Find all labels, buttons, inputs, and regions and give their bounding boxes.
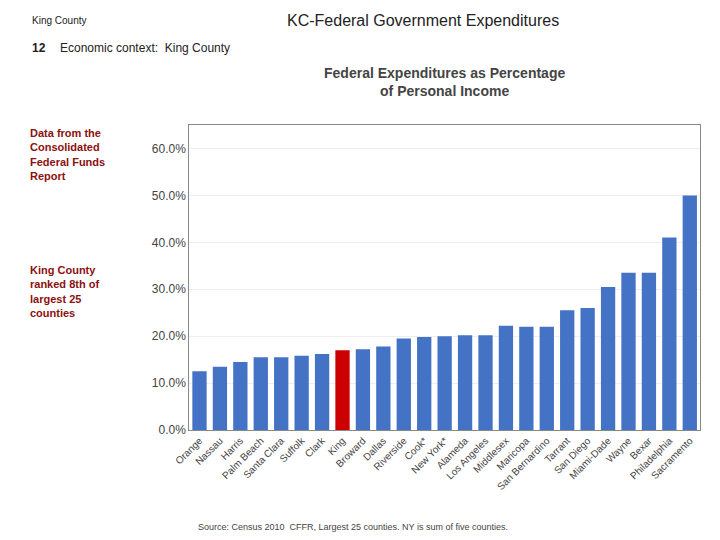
svg-text:Santa Clara: Santa Clara — [241, 435, 286, 480]
svg-text:Maricopa: Maricopa — [494, 435, 531, 472]
svg-text:0.0%: 0.0% — [159, 423, 187, 437]
svg-text:New York*: New York* — [409, 435, 449, 475]
svg-text:12: 12 — [32, 41, 46, 55]
svg-text:Cook*: Cook* — [402, 435, 429, 462]
svg-text:30.0%: 30.0% — [152, 282, 186, 296]
svg-text:Los Angeles: Los Angeles — [444, 435, 490, 481]
svg-text:Nassau: Nassau — [193, 435, 225, 467]
svg-text:Wayne: Wayne — [604, 435, 634, 465]
svg-text:San Diego: San Diego — [552, 435, 593, 476]
svg-text:Data from theConsolidatedFeder: Data from theConsolidatedFederal FundsRe… — [30, 127, 105, 182]
svg-text:KC-Federal Government Expendit: KC-Federal Government Expenditures — [287, 12, 559, 29]
svg-text:San Bernardino: San Bernardino — [495, 435, 552, 492]
svg-text:50.0%: 50.0% — [152, 189, 186, 203]
svg-text:Middlesex: Middlesex — [471, 435, 511, 475]
svg-text:Economic context: King County: Economic context: King County — [60, 41, 230, 55]
svg-text:Dallas: Dallas — [361, 435, 388, 462]
svg-text:Philadelphia: Philadelphia — [628, 435, 675, 482]
svg-text:Orange: Orange — [173, 435, 205, 467]
svg-text:King: King — [326, 435, 348, 457]
svg-text:King County: King County — [32, 15, 86, 26]
svg-text:60.0%: 60.0% — [152, 142, 186, 156]
svg-text:Tarrant: Tarrant — [542, 435, 572, 465]
svg-text:40.0%: 40.0% — [152, 236, 186, 250]
svg-text:Federal Expenditures as Percen: Federal Expenditures as Percentageof Per… — [324, 65, 565, 99]
svg-text:20.0%: 20.0% — [152, 329, 186, 343]
svg-text:Broward: Broward — [334, 435, 368, 469]
svg-text:Riverside: Riverside — [371, 435, 409, 473]
svg-text:Bexar: Bexar — [628, 435, 655, 462]
svg-text:Sacramento: Sacramento — [649, 435, 695, 481]
svg-text:Alameda: Alameda — [434, 435, 470, 471]
svg-text:10.0%: 10.0% — [152, 376, 186, 390]
svg-text:Palm Beach: Palm Beach — [220, 435, 266, 481]
svg-text:Miami-Dade: Miami-Dade — [567, 435, 613, 481]
svg-text:Suffolk: Suffolk — [277, 434, 307, 464]
svg-text:Harris: Harris — [219, 435, 246, 462]
svg-text:Source: Census 2010 CFFR, Lar: Source: Census 2010 CFFR, Largest 25 cou… — [198, 522, 508, 532]
svg-text:King Countyranked 8th oflarges: King Countyranked 8th oflargest 25counti… — [30, 264, 99, 319]
svg-text:Clark: Clark — [303, 434, 328, 459]
